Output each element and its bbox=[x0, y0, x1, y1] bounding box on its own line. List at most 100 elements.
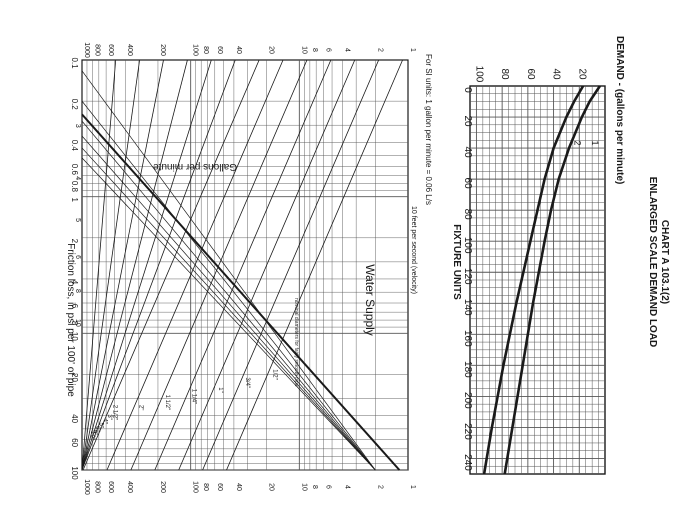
demand-curve-1 bbox=[503, 85, 601, 475]
friction-y-tick-label-right: 60 bbox=[216, 483, 223, 491]
friction-chart-title: Water Supply bbox=[363, 264, 377, 336]
demand-curves: 12 bbox=[482, 85, 601, 475]
reference-line bbox=[81, 113, 401, 471]
friction-y-tick-label-left: 6 bbox=[324, 48, 331, 52]
pipe-diameter-line bbox=[81, 59, 164, 471]
pipe-diameter-label: 6" bbox=[94, 426, 100, 431]
friction-y-tick-label-right: 100 bbox=[192, 481, 199, 493]
friction-y-tick-label-left: 100 bbox=[192, 44, 199, 56]
demand-y-axis-label: DEMAND - (gallons per minute) bbox=[614, 36, 625, 184]
demand-x-tick-label: 40 bbox=[462, 147, 473, 159]
friction-grid bbox=[81, 59, 409, 471]
pipe-diameter-label: 5" bbox=[98, 422, 104, 427]
demand-x-tick-label: 0 bbox=[462, 87, 473, 93]
velocity-line bbox=[81, 147, 376, 471]
friction-x-tick-label: 10 bbox=[70, 332, 79, 341]
demand-y-tick-label: 60 bbox=[525, 68, 536, 80]
pipe-diameter-label: 8" bbox=[91, 430, 97, 435]
velocity-line bbox=[81, 157, 376, 471]
demand-x-tick-label: 240 bbox=[462, 454, 473, 471]
demand-curve-label: 2 bbox=[572, 141, 582, 146]
friction-y-tick-label-right: 200 bbox=[159, 481, 166, 493]
friction-x-tick-label: 60 bbox=[70, 438, 79, 447]
friction-x-axis-label: Friction loss, in psi per 100' of pipe bbox=[65, 243, 76, 397]
demand-x-axis-label: FIXTURE UNITS bbox=[451, 224, 462, 300]
velocity-label: 3 bbox=[74, 124, 81, 128]
friction-x-tick-label: 0.2 bbox=[70, 99, 79, 111]
friction-y-tick-label-left: 4 bbox=[344, 48, 351, 52]
friction-x-tick-label: 0.1 bbox=[70, 57, 79, 69]
friction-y-tick-label-right: 600 bbox=[107, 481, 114, 493]
friction-y-axis-label: Gallons per minute bbox=[153, 161, 237, 172]
demand-x-tick-label: 140 bbox=[462, 299, 473, 316]
pipe-diameter-line bbox=[81, 59, 188, 471]
friction-y-tick-label-right: 1000 bbox=[83, 479, 90, 495]
friction-x-tick-label: 0.8 bbox=[70, 181, 79, 193]
demand-curve-label: 1 bbox=[590, 141, 600, 146]
friction-y-tick-label-right: 80 bbox=[202, 483, 209, 491]
friction-x-tick-label: 1 bbox=[70, 197, 79, 202]
friction-y-tick-label-left: 20 bbox=[268, 46, 275, 54]
friction-y-tick-label-left: 8 bbox=[311, 48, 318, 52]
friction-y-tick-label-left: 60 bbox=[216, 46, 223, 54]
velocity-label: 8 bbox=[74, 289, 81, 293]
friction-y-tick-label-right: 1 bbox=[409, 485, 416, 489]
pipe-diameter-line bbox=[82, 59, 260, 471]
friction-y-tick-label-left: 1 bbox=[409, 48, 416, 52]
pipe-diameter-line bbox=[81, 59, 212, 471]
demand-x-tick-label: 120 bbox=[462, 268, 473, 285]
demand-x-tick-label: 100 bbox=[462, 237, 473, 254]
friction-y-tick-label-left: 200 bbox=[159, 44, 166, 56]
velocity-label: 6 bbox=[74, 255, 81, 259]
demand-curve-2 bbox=[482, 85, 585, 475]
friction-y-tick-label-right: 6 bbox=[324, 485, 331, 489]
friction-y-tick-label-left: 40 bbox=[235, 46, 242, 54]
friction-y-tick-label-right: 8 bbox=[311, 485, 318, 489]
friction-x-tick-label: 2 bbox=[70, 239, 79, 244]
velocity-label: 10 bbox=[74, 319, 81, 327]
pipe-diameter-label: 10" bbox=[89, 431, 95, 440]
friction-x-tick-label: 20 bbox=[70, 373, 79, 382]
demand-x-tick-label: 200 bbox=[462, 392, 473, 409]
friction-y-tick-label-left: 80 bbox=[202, 46, 209, 54]
velocity-label: 4 bbox=[74, 176, 81, 180]
pipe-diameter-label: 4" bbox=[101, 419, 107, 424]
friction-y-tick-label-right: 4 bbox=[344, 485, 351, 489]
pipe-diameter-label: 3/4" bbox=[244, 378, 250, 388]
velocity-line bbox=[81, 135, 376, 471]
velocity-label: 5 bbox=[74, 218, 81, 222]
demand-x-tick-label: 80 bbox=[462, 209, 473, 221]
friction-x-tick-label: 40 bbox=[70, 414, 79, 423]
pipe-diameter-label: 2" bbox=[138, 405, 144, 410]
friction-tick-labels: 0.10.20.40.60.81246810204060100112244668… bbox=[70, 42, 416, 495]
pipe-diameter-line bbox=[154, 59, 332, 471]
demand-title: CHART A 103.1(2) bbox=[659, 220, 670, 304]
friction-x-tick-label: 100 bbox=[70, 466, 79, 480]
friction-y-tick-label-right: 20 bbox=[268, 483, 275, 491]
demand-y-tick-label: 40 bbox=[551, 68, 562, 80]
water-supply-chart: 1/2" 3/4" 1" 1 1/4" 1 1/2" 2" 2 1/2"3"4"5"6"8"… bbox=[65, 42, 433, 495]
pipe-diameter-line bbox=[226, 59, 403, 471]
friction-x-tick-label: 0.6 bbox=[70, 164, 79, 176]
friction-y-tick-label-right: 10 bbox=[300, 483, 307, 491]
friction-x-tick-label: 8 bbox=[70, 321, 79, 326]
friction-y-tick-label-left: 2 bbox=[376, 48, 383, 52]
pipe-diameter-label: 1/2" bbox=[272, 369, 278, 379]
pipe-diameter-line bbox=[81, 59, 117, 471]
demand-x-tick-label: 60 bbox=[462, 178, 473, 190]
demand-tick-labels: 0 20 40 60 80 100 120 140 160 180 200 220 240 20 40 60 8… bbox=[462, 66, 587, 472]
pipe-diameter-line bbox=[202, 59, 380, 471]
pipe-diameter-line bbox=[81, 59, 140, 471]
si-units-note: For SI units: 1 gallon per minute = 0.06… bbox=[424, 54, 433, 205]
pipe-diameter-label: 1 1/4" bbox=[190, 389, 196, 404]
velocity-lines-title: 10 feet per second (velocity) bbox=[410, 206, 417, 294]
friction-y-tick-label-left: 1000 bbox=[83, 42, 90, 58]
demand-x-tick-label: 160 bbox=[462, 330, 473, 347]
pipe-diameter-line bbox=[178, 59, 356, 471]
pipe-diameter-label: 1" bbox=[217, 387, 223, 392]
pipe-diameter-line bbox=[81, 59, 236, 471]
friction-y-tick-label-right: 40 bbox=[235, 483, 242, 491]
velocity-line bbox=[81, 70, 376, 471]
demand-x-tick-label: 20 bbox=[462, 115, 473, 127]
